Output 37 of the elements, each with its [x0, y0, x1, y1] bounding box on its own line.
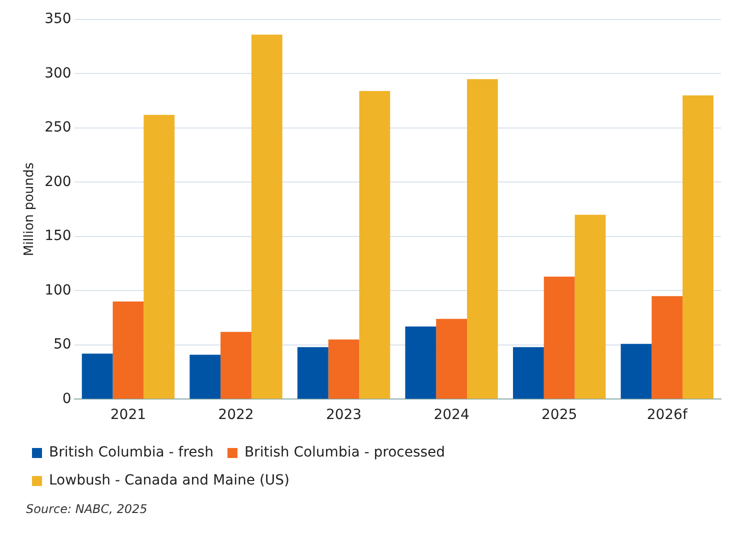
- bar: [82, 354, 113, 399]
- y-tick-label: 150: [44, 228, 72, 244]
- bar: [544, 276, 575, 399]
- y-tick-label: 0: [62, 390, 72, 407]
- bar: [467, 79, 498, 399]
- bar: [436, 318, 467, 399]
- bar: [574, 214, 606, 399]
- y-tick-label: 200: [44, 174, 72, 190]
- bar: [652, 296, 683, 399]
- x-tick-label: 2024: [434, 407, 470, 424]
- legend-label: British Columbia - processed: [244, 444, 446, 461]
- x-tick-label: 2022: [218, 407, 254, 424]
- bar: [190, 354, 221, 399]
- source-note: Source: NABC, 2025: [26, 502, 148, 516]
- x-tick-label: 2026f: [646, 407, 688, 424]
- x-tick-label: 2023: [326, 407, 362, 424]
- bar: [112, 302, 144, 399]
- y-tick-label: 100: [44, 282, 72, 298]
- bar: [620, 344, 652, 399]
- y-tick-label: 250: [44, 120, 72, 136]
- y-axis-title: Million pounds: [22, 162, 38, 256]
- bar: [682, 95, 714, 399]
- y-tick-label: 350: [44, 11, 72, 28]
- y-tick-label: 50: [53, 336, 72, 353]
- bar: [220, 332, 252, 399]
- legend-label: British Columbia - fresh: [49, 444, 214, 461]
- bar: [144, 114, 175, 399]
- bar: [405, 326, 436, 399]
- y-tick-label: 300: [44, 65, 72, 82]
- bar: [251, 34, 282, 399]
- x-tick-label: 2021: [110, 407, 146, 424]
- bar: [328, 340, 360, 399]
- x-tick-label: 2025: [542, 407, 578, 424]
- bar: [297, 347, 328, 399]
- bar: [512, 347, 544, 399]
- bar: [359, 91, 390, 399]
- legend-label: Lowbush - Canada and Maine (US): [49, 472, 290, 489]
